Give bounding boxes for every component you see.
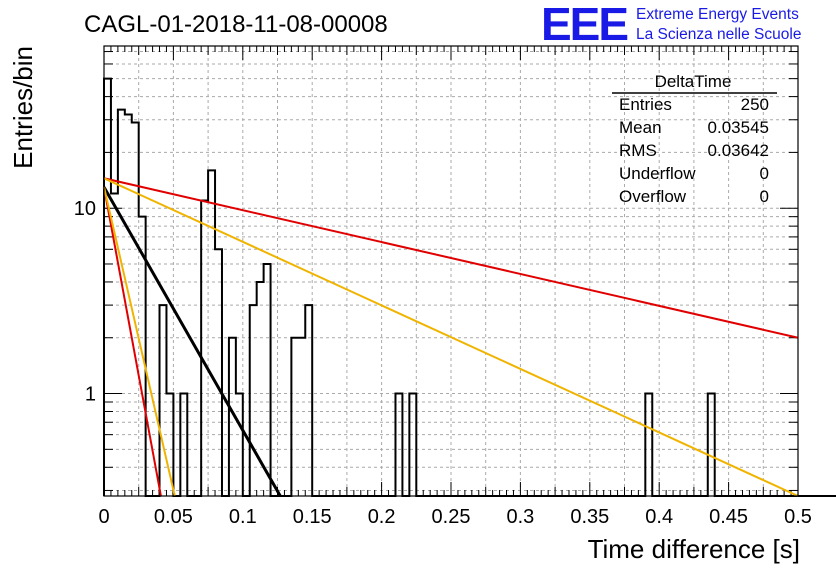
fit-line	[103, 177, 799, 497]
stats-value: 250	[741, 95, 769, 114]
stats-label: Entries	[619, 95, 672, 114]
fit-lines	[102, 177, 799, 497]
eee-logo: EEE	[541, 0, 627, 50]
plot-frame	[103, 45, 799, 497]
x-tick-label: 0.5	[784, 506, 812, 528]
fit-line	[103, 177, 799, 339]
logo-line-2: La Scienza nelle Scuole	[636, 26, 801, 43]
stats-value: 0.03642	[708, 141, 769, 160]
x-tick-label: 0.05	[154, 506, 193, 528]
fit-line	[103, 186, 162, 497]
x-tick-label: 0.3	[506, 506, 534, 528]
fit-line	[103, 186, 176, 497]
x-axis-label: Time difference [s]	[588, 534, 800, 564]
y-tick-labels: 1 10	[74, 198, 96, 405]
stats-value: 0.03545	[708, 118, 769, 137]
stats-box: DeltaTime Entries 250 Mean 0.03545 RMS 0.0364…	[612, 72, 777, 206]
fit-line	[102, 186, 282, 497]
x-tick-label: 0.15	[293, 506, 332, 528]
logo-line-1: Extreme Energy Events	[636, 6, 799, 23]
x-tick-labels: 0 0.05 0.1 0.15 0.2 0.25 0.3 0.35 0.4 0.45 0.5	[98, 506, 811, 528]
stats-label: Overflow	[619, 187, 687, 206]
y-tick-label: 1	[85, 384, 96, 406]
stats-label: RMS	[619, 141, 657, 160]
stats-label: Underflow	[619, 164, 696, 183]
y-tick-label: 10	[74, 198, 96, 220]
stats-label: Mean	[619, 118, 662, 137]
stats-value: 0	[760, 164, 769, 183]
x-tick-label: 0.1	[229, 506, 257, 528]
run-title: CAGL-01-2018-11-08-00008	[84, 11, 388, 38]
stats-value: 0	[760, 187, 769, 206]
stats-title: DeltaTime	[655, 72, 732, 91]
grid-lines	[104, 46, 798, 496]
stats-rows: Entries 250 Mean 0.03545 RMS 0.03642 Underflow…	[619, 95, 769, 206]
x-tick-label: 0.45	[709, 506, 748, 528]
x-tick-label: 0	[98, 506, 109, 528]
y-axis-label: Entries/bin	[8, 46, 38, 169]
x-tick-label: 0.35	[570, 506, 609, 528]
x-tick-label: 0.2	[368, 506, 396, 528]
x-tick-label: 0.25	[432, 506, 471, 528]
x-tick-label: 0.4	[645, 506, 673, 528]
